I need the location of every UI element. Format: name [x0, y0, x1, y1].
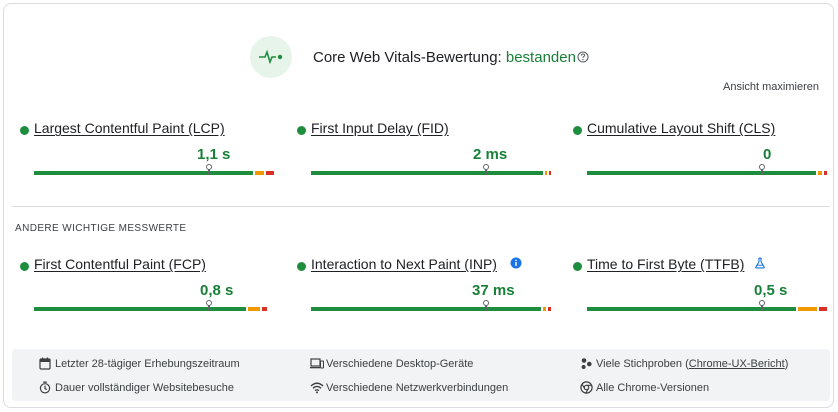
distribution-bar: [587, 300, 827, 311]
percentile-marker: [206, 164, 213, 175]
wifi-icon: [310, 382, 324, 394]
poor-segment: [266, 171, 274, 175]
samples-icon: [581, 358, 592, 369]
metric-name-link[interactable]: Interaction to Next Paint (INP): [311, 256, 497, 272]
status-dot: [20, 126, 29, 135]
good-segment: [587, 307, 796, 311]
metric-cls: Cumulative Layout Shift (CLS) 0: [573, 120, 827, 180]
poor-segment: [818, 307, 827, 311]
pulse-icon: [259, 49, 283, 65]
needs-improvement-segment: [545, 171, 548, 175]
distribution-bar: [34, 164, 274, 175]
good-segment: [34, 171, 253, 175]
data-info-footer: Letzter 28-tägiger Erhebungszeitraum Ver…: [12, 349, 830, 401]
percentile-marker: [206, 300, 213, 311]
metric-lcp: Largest Contentful Paint (LCP) 1,1 s: [20, 120, 274, 180]
percentile-marker: [483, 300, 490, 311]
metric-value: 2 ms: [473, 146, 508, 163]
poor-segment: [262, 307, 267, 311]
status-dot: [573, 262, 582, 271]
chrome-ux-report-link[interactable]: Chrome-UX-Bericht: [688, 358, 785, 370]
status-text: bestanden: [505, 49, 576, 66]
metric-value: 0,8 s: [200, 282, 234, 299]
expand-view-link[interactable]: Ansicht maximieren: [723, 81, 819, 93]
metric-value: 0: [763, 146, 772, 163]
metric-name-link[interactable]: First Contentful Paint (FCP): [34, 256, 206, 272]
percentile-marker: [483, 164, 490, 175]
status-dot: [20, 262, 29, 271]
metric-value: 37 ms: [472, 282, 515, 299]
poor-segment: [824, 171, 827, 175]
metric-ttfb: Time to First Byte (TTFB) 0,5 s: [573, 256, 827, 316]
distribution-bar: [311, 300, 551, 311]
needs-improvement-segment: [543, 307, 546, 311]
needs-improvement-segment: [818, 171, 823, 175]
page-title: Core Web Vitals-Bewertung: bestanden: [313, 49, 576, 66]
percentile-marker: [759, 164, 766, 175]
metric-value: 1,1 s: [197, 146, 231, 163]
poor-segment: [547, 307, 551, 311]
metric-name-link[interactable]: Cumulative Layout Shift (CLS): [587, 120, 776, 136]
needs-improvement-segment: [797, 307, 817, 311]
percentile-marker: [759, 300, 766, 311]
core-web-vitals-card: Core Web Vitals-Bewertung: bestanden Ans…: [3, 3, 834, 408]
timer-icon: [39, 381, 51, 394]
metric-fid: First Input Delay (FID) 2 ms: [297, 120, 552, 180]
poor-segment: [549, 171, 552, 175]
distribution-bar: [311, 164, 552, 175]
info-icon[interactable]: [510, 257, 522, 269]
metric-value: 0,5 s: [754, 282, 788, 299]
metric-name-link[interactable]: Largest Contentful Paint (LCP): [34, 120, 225, 136]
status-dot: [297, 262, 306, 271]
needs-improvement-segment: [254, 171, 265, 175]
distribution-bar: [34, 300, 274, 311]
other-metrics-heading: ANDERE WICHTIGE MESSWERTE: [15, 223, 187, 234]
chrome-icon: [580, 381, 593, 394]
good-segment: [311, 307, 542, 311]
good-segment: [311, 171, 544, 175]
section-divider: [12, 206, 830, 207]
distribution-bar: [587, 164, 827, 175]
metric-name-link[interactable]: First Input Delay (FID): [311, 120, 449, 136]
samples-text: Viele Stichproben (: [596, 358, 689, 370]
lab-flask-icon: [755, 257, 765, 269]
metric-name-link[interactable]: Time to First Byte (TTFB): [587, 256, 745, 272]
status-badge: [250, 36, 292, 78]
metric-inp: Interaction to Next Paint (INP) 37 ms: [297, 256, 551, 316]
good-segment: [587, 171, 817, 175]
calendar-icon: [39, 357, 51, 370]
status-dot: [573, 126, 582, 135]
needs-improvement-segment: [248, 307, 261, 311]
help-circle-icon[interactable]: [577, 51, 589, 63]
devices-icon: [310, 358, 324, 369]
good-segment: [34, 307, 247, 311]
metric-fcp: First Contentful Paint (FCP) 0,8 s: [20, 256, 267, 316]
status-dot: [297, 126, 306, 135]
title-prefix: Core Web Vitals-Bewertung:: [313, 49, 502, 66]
